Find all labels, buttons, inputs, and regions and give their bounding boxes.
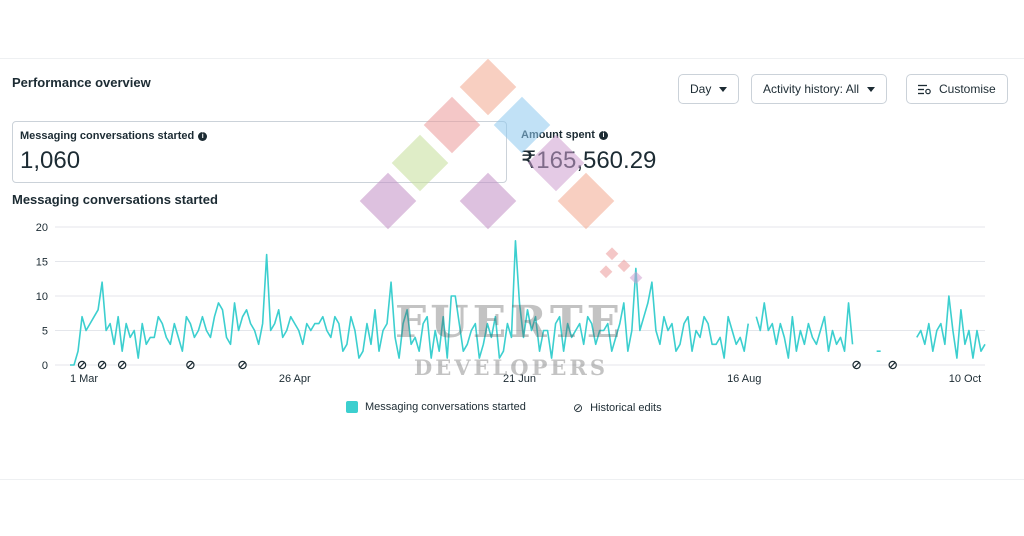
legend-item-conversations[interactable]: Messaging conversations started xyxy=(346,401,526,413)
customise-settings-icon xyxy=(918,84,931,94)
legend-item-historical-edits[interactable]: ⊘ Historical edits xyxy=(573,401,662,415)
info-icon[interactable]: i xyxy=(198,131,208,141)
x-tick-label: 26 Apr xyxy=(279,373,311,385)
series-line xyxy=(755,302,854,359)
activity-history-label: Activity history: All xyxy=(763,82,860,96)
metric-label-text: Messaging conversations started xyxy=(20,130,195,142)
historical-edit-marker-slash xyxy=(119,362,125,368)
activity-history-dropdown[interactable]: Activity history: All xyxy=(751,74,888,104)
day-dropdown-label: Day xyxy=(690,82,712,96)
metric-card-conversations[interactable]: Messaging conversations started i 1,060 xyxy=(12,121,507,183)
y-tick-label: 10 xyxy=(36,291,48,303)
caret-down-icon xyxy=(719,86,728,92)
performance-overview-panel: Performance overview Day Activity histor… xyxy=(0,58,1024,480)
series-line xyxy=(916,295,986,359)
metric-value-conversations: 1,060 xyxy=(20,147,81,174)
legend-swatch xyxy=(346,401,358,413)
customise-button[interactable]: Customise xyxy=(906,74,1008,104)
metric-label-conversations: Messaging conversations started i xyxy=(20,130,208,142)
historical-edit-marker-slash xyxy=(99,362,105,368)
y-tick-label: 0 xyxy=(42,360,48,372)
historical-edit-marker-slash xyxy=(187,362,194,368)
x-tick-label: 10 Oct xyxy=(949,373,981,385)
day-dropdown[interactable]: Day xyxy=(678,74,740,104)
y-tick-label: 15 xyxy=(36,257,48,269)
caret-down-icon xyxy=(867,86,876,92)
x-tick-label: 1 Mar xyxy=(70,373,98,385)
page-title: Performance overview xyxy=(12,75,151,90)
chart-title: Messaging conversations started xyxy=(12,192,218,207)
y-tick-label: 20 xyxy=(36,222,48,234)
historical-edit-marker-slash xyxy=(239,362,246,368)
historical-edit-marker-slash xyxy=(853,362,860,368)
info-icon[interactable]: i xyxy=(598,130,608,140)
historical-edit-icon: ⊘ xyxy=(573,401,584,415)
customise-label: Customise xyxy=(939,82,996,96)
legend-label: Historical edits xyxy=(590,402,662,414)
y-tick-label: 5 xyxy=(42,326,48,338)
legend-label: Messaging conversations started xyxy=(365,401,526,413)
watermark-text: FUERTE xyxy=(395,297,625,348)
historical-edit-marker-slash xyxy=(79,362,85,368)
x-tick-label: 21 Jun xyxy=(503,373,536,385)
x-tick-label: 16 Aug xyxy=(727,373,761,385)
watermark-subtext: DEVELOPERS xyxy=(414,355,608,380)
historical-edit-marker-slash xyxy=(889,362,896,368)
watermark-logo xyxy=(359,59,643,285)
